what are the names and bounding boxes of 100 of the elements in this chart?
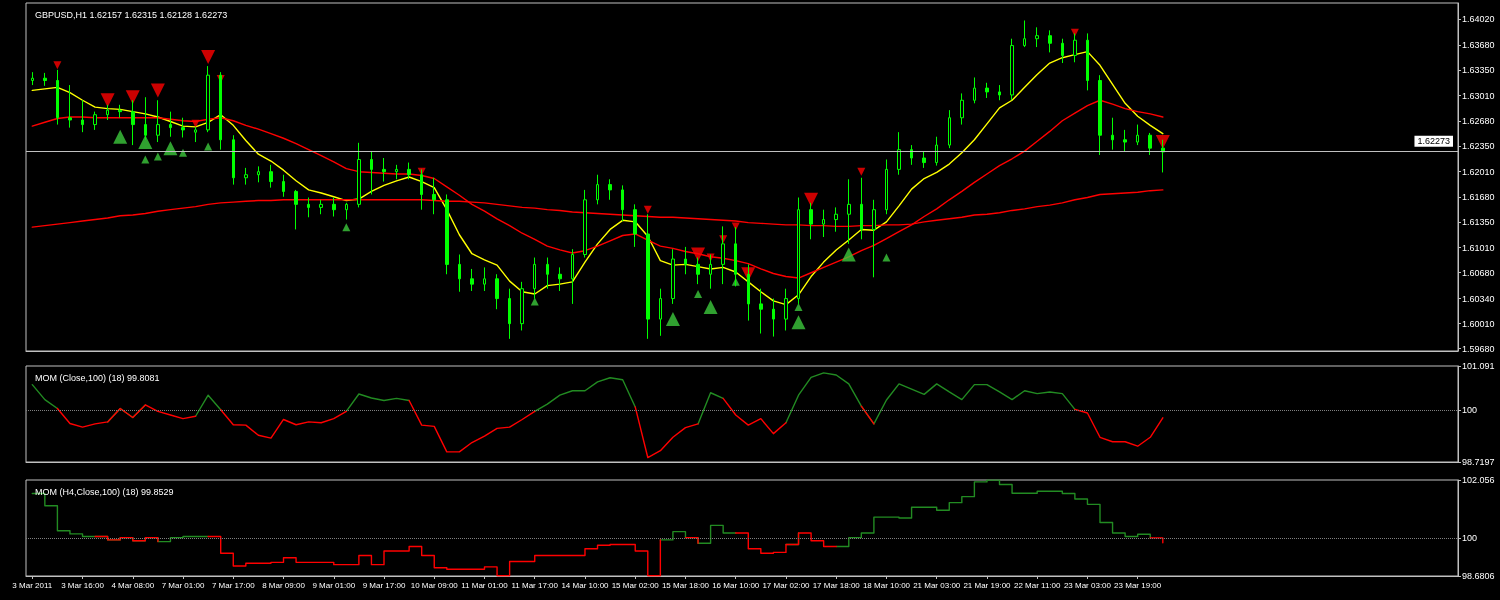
candlestick xyxy=(1048,29,1052,53)
candlestick xyxy=(985,82,989,99)
candlestick xyxy=(608,178,612,201)
candlestick xyxy=(1098,74,1102,156)
candlestick xyxy=(960,92,964,126)
candlestick xyxy=(395,164,398,180)
candlestick xyxy=(458,254,461,293)
point xyxy=(703,299,718,314)
x-tick-label: 11 Mar 01:00 xyxy=(461,580,509,590)
candlestick xyxy=(696,257,700,285)
text: MOM (Close,100) (18) 99.8081 xyxy=(35,372,160,383)
candlestick xyxy=(470,268,474,292)
point xyxy=(882,253,891,262)
y-tick-label: 1.61350 xyxy=(1462,216,1495,227)
candlestick xyxy=(1061,38,1064,64)
candlestick xyxy=(1010,38,1014,101)
candlestick xyxy=(93,111,97,131)
x-tick-label: 7 Mar 17:00 xyxy=(211,580,256,590)
x-tick-label: 17 Mar 02:00 xyxy=(762,580,811,590)
point xyxy=(150,83,165,98)
candlestick xyxy=(68,84,72,129)
candlestick xyxy=(1136,124,1139,146)
candlestick xyxy=(747,263,750,322)
candlestick xyxy=(860,177,863,240)
y-tick-label: 100 xyxy=(1462,405,1478,416)
candlestick xyxy=(144,96,147,141)
candlestick xyxy=(885,159,888,215)
x-tick-label: 7 Mar 01:00 xyxy=(161,580,205,590)
candlestick xyxy=(897,131,901,176)
candlestick xyxy=(546,257,549,290)
y-tick-label: 1.60010 xyxy=(1462,318,1495,329)
point xyxy=(125,90,140,105)
x-tick-label: 17 Mar 18:00 xyxy=(812,580,861,590)
candlestick xyxy=(596,174,599,205)
y-tick-label: 1.64020 xyxy=(1462,13,1495,24)
candlestick xyxy=(1148,132,1152,156)
point xyxy=(141,155,150,164)
x-tick-label: 9 Mar 01:00 xyxy=(312,580,356,590)
candlestick xyxy=(948,109,951,149)
candlestick xyxy=(847,178,851,245)
candlestick xyxy=(332,197,336,218)
x-tick-label: 8 Mar 09:00 xyxy=(262,580,306,590)
candlestick xyxy=(232,134,235,186)
x-tick-label: 15 Mar 18:00 xyxy=(661,580,710,590)
candlestick xyxy=(244,167,248,186)
candlestick xyxy=(973,76,976,104)
candlestick xyxy=(357,142,361,208)
point xyxy=(791,315,806,330)
x-tick-label: 10 Mar 09:00 xyxy=(410,580,459,590)
y-tick-label: 98.7197 xyxy=(1462,457,1495,467)
candlestick xyxy=(307,197,310,218)
candlestick xyxy=(282,174,285,198)
x-tick-label: 23 Mar 03:00 xyxy=(1063,580,1112,590)
candlestick xyxy=(772,298,775,338)
point xyxy=(691,247,706,262)
candlestick xyxy=(1086,32,1089,91)
candlestick xyxy=(834,206,838,233)
x-tick-label: 21 Mar 19:00 xyxy=(963,580,1012,590)
candlestick xyxy=(269,164,273,189)
y-tick-label: 1.60340 xyxy=(1462,293,1495,304)
point xyxy=(201,49,216,64)
candlestick xyxy=(533,257,536,300)
candlestick xyxy=(31,71,34,86)
candlestick xyxy=(633,203,637,248)
candlestick xyxy=(646,213,650,340)
x-tick-label: 23 Mar 19:00 xyxy=(1114,580,1162,590)
candlestick xyxy=(1023,19,1026,48)
point xyxy=(53,61,62,70)
candlestick xyxy=(432,177,436,215)
candlestick xyxy=(571,248,574,305)
candlestick xyxy=(294,189,298,230)
candlestick xyxy=(206,65,210,133)
candlestick xyxy=(797,197,800,305)
candlestick xyxy=(558,266,562,292)
candlestick xyxy=(181,117,185,138)
x-tick-label: 15 Mar 02:00 xyxy=(611,580,660,590)
y-tick-label: 1.63350 xyxy=(1462,64,1495,75)
candlestick xyxy=(1035,26,1039,48)
candlestick xyxy=(583,189,587,259)
x-tick-label: 21 Mar 03:00 xyxy=(913,580,961,590)
candlestick xyxy=(1123,129,1127,153)
point xyxy=(204,142,213,151)
point xyxy=(191,119,200,128)
x-tick-label: 14 Mar 10:00 xyxy=(561,580,610,590)
y-tick-label: 98.6806 xyxy=(1462,571,1495,581)
point xyxy=(100,93,115,108)
candlestick xyxy=(118,104,122,119)
point xyxy=(694,290,703,299)
y-tick-label: 1.61680 xyxy=(1462,191,1495,202)
y-tick-label: 1.63680 xyxy=(1462,39,1495,50)
candlestick xyxy=(508,288,511,340)
candlestick xyxy=(169,111,172,138)
x-tick-label: 4 Mar 08:00 xyxy=(111,580,155,590)
y-tick-label: 1.62010 xyxy=(1462,166,1495,177)
x-tick-label: 3 Mar 2011 xyxy=(12,580,53,590)
candlestick xyxy=(872,199,876,278)
point xyxy=(113,129,128,144)
candlestick xyxy=(621,184,624,222)
candlestick xyxy=(445,193,449,275)
candlestick xyxy=(684,246,687,275)
